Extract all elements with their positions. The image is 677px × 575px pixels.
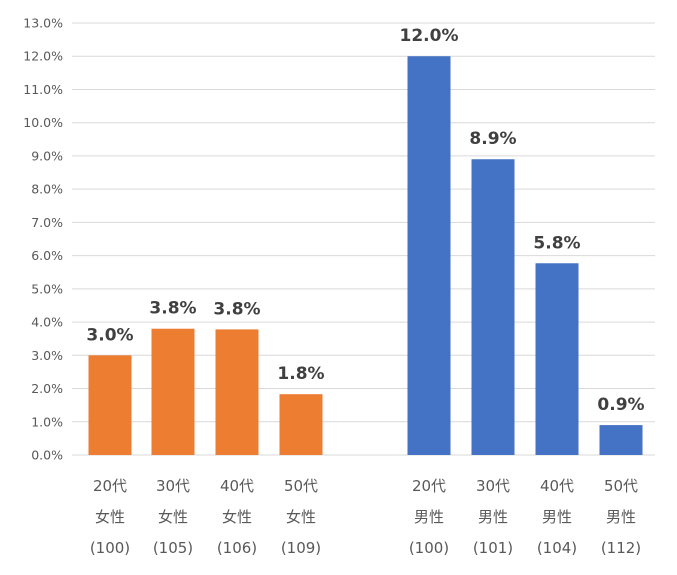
category-sample-size-label: (112)	[601, 539, 641, 557]
data-label: 3.8%	[149, 299, 196, 319]
bar	[151, 328, 195, 455]
category-sample-size-label: (101)	[473, 539, 513, 557]
category-sample-size-label: (109)	[281, 539, 321, 557]
data-label: 8.9%	[469, 129, 516, 149]
y-tick-label: 3.0%	[31, 348, 63, 363]
y-tick-label: 8.0%	[31, 182, 63, 197]
category-age-label: 40代	[540, 477, 574, 495]
gridlines	[72, 22, 655, 456]
y-axis-ticks: 0.0% 1.0% 2.0% 3.0% 4.0% 5.0% 6.0% 7.0% 8.0% 9.0%…	[23, 16, 63, 463]
bar	[279, 394, 323, 455]
data-label: 1.8%	[277, 364, 324, 384]
category-sample-size-label: (104)	[537, 539, 577, 557]
category-gender-label: 女性	[286, 508, 316, 526]
bar	[535, 263, 579, 455]
category-age-label: 50代	[284, 477, 318, 495]
y-tick-label: 6.0%	[31, 248, 63, 263]
y-tick-label: 9.0%	[31, 148, 63, 163]
y-tick-label: 11.0%	[23, 82, 63, 97]
category-gender-label: 女性	[222, 508, 252, 526]
category-sample-size-label: (106)	[217, 539, 257, 557]
category-gender-label: 女性	[95, 508, 125, 526]
y-tick-label: 2.0%	[31, 381, 63, 396]
category-age-label: 50代	[604, 477, 638, 495]
category-sample-size-label: (100)	[90, 539, 130, 557]
category-gender-label: 男性	[478, 508, 508, 526]
category-gender-label: 男性	[606, 508, 636, 526]
bar	[471, 159, 515, 455]
y-tick-label: 1.0%	[31, 414, 63, 429]
category-sample-size-label: (105)	[153, 539, 193, 557]
bar	[407, 56, 451, 455]
y-tick-label: 0.0%	[31, 448, 63, 463]
y-tick-label: 4.0%	[31, 315, 63, 330]
y-tick-label: 7.0%	[31, 215, 63, 230]
data-labels: 3.0% 3.8% 3.8% 1.8% 12.0% 8.9% 5.8% 0.9%	[86, 26, 644, 415]
bars	[88, 56, 643, 455]
category-age-label: 20代	[93, 477, 127, 495]
category-gender-label: 男性	[414, 508, 444, 526]
category-age-label: 30代	[476, 477, 510, 495]
y-tick-label: 12.0%	[23, 49, 63, 64]
category-age-label: 20代	[412, 477, 446, 495]
category-gender-label: 男性	[542, 508, 572, 526]
data-label: 5.8%	[533, 233, 580, 253]
data-label: 12.0%	[400, 26, 459, 46]
category-age-label: 40代	[220, 477, 254, 495]
data-label: 3.8%	[213, 299, 260, 319]
category-gender-label: 女性	[158, 508, 188, 526]
data-label: 3.0%	[86, 325, 133, 345]
bar	[215, 329, 259, 455]
y-tick-label: 5.0%	[31, 281, 63, 296]
y-tick-label: 10.0%	[23, 115, 63, 130]
category-age-label: 30代	[156, 477, 190, 495]
bar	[599, 425, 643, 455]
category-sample-size-label: (100)	[409, 539, 449, 557]
y-tick-label: 13.0%	[23, 16, 63, 31]
bar	[88, 355, 132, 455]
data-label: 0.9%	[597, 395, 644, 415]
